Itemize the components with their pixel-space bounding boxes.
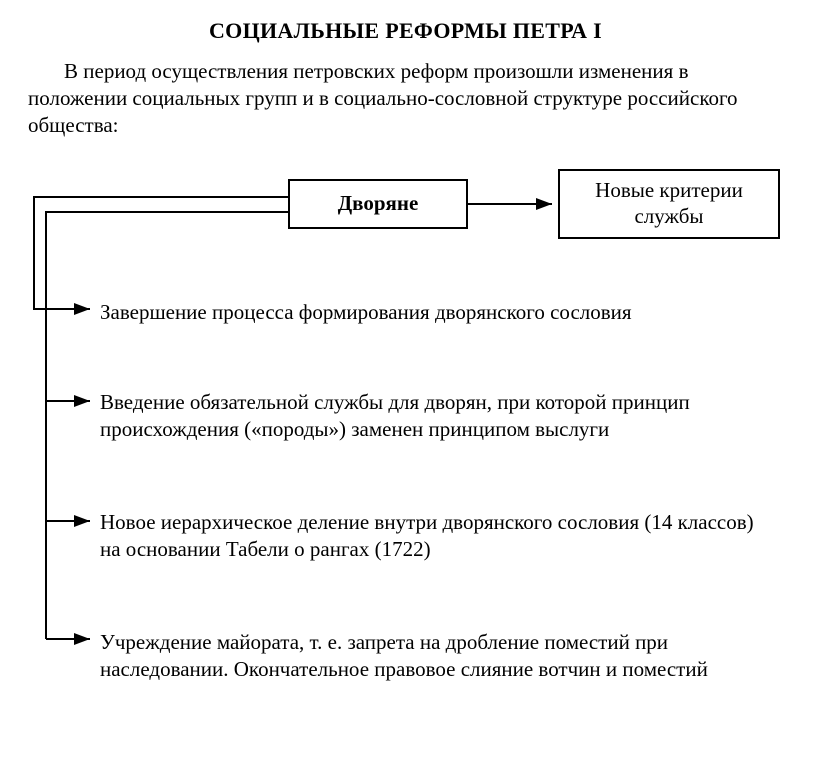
list-item-2: Введение обязательной службы для дворян,… xyxy=(100,389,790,443)
node-main-label: Дворяне xyxy=(338,191,419,216)
diagram: Дворяне Новые критерии службы Завершение… xyxy=(28,179,783,739)
node-right: Новые критерии службы xyxy=(558,169,780,239)
page-title: СОЦИАЛЬНЫЕ РЕФОРМЫ ПЕТРА I xyxy=(28,18,783,44)
node-main: Дворяне xyxy=(288,179,468,229)
node-right-label: Новые критерии службы xyxy=(572,178,766,228)
intro-paragraph: В период осуществления петровских реформ… xyxy=(28,58,783,139)
list-item-1: Завершение процесса формирования дворянс… xyxy=(100,299,760,326)
page: СОЦИАЛЬНЫЕ РЕФОРМЫ ПЕТРА I В период осущ… xyxy=(0,0,813,768)
edge-bracket-outer xyxy=(34,197,288,309)
list-item-4: Учреждение майората, т. е. запрета на др… xyxy=(100,629,780,683)
list-item-3: Новое иерархическое деление внутри дворя… xyxy=(100,509,770,563)
